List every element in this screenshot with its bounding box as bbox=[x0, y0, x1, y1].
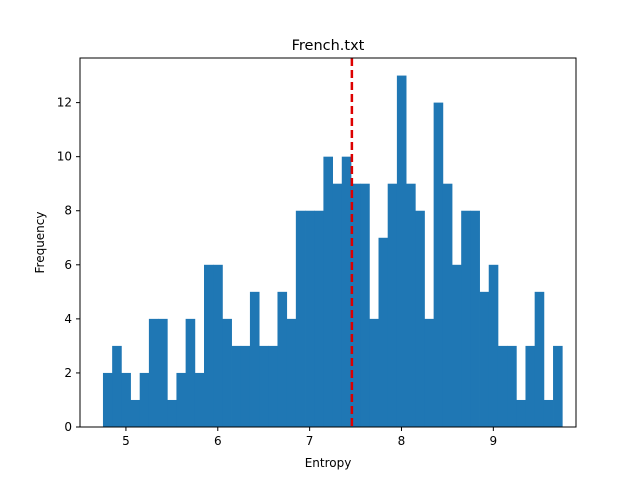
histogram-bar bbox=[479, 291, 490, 427]
x-tick-label: 5 bbox=[122, 434, 130, 448]
x-tick-label: 8 bbox=[398, 434, 406, 448]
histogram-bar bbox=[543, 399, 554, 427]
histogram-bar bbox=[406, 183, 416, 427]
histogram-bar bbox=[213, 264, 223, 427]
histogram-bar bbox=[534, 291, 545, 427]
y-axis-ticks: 0 2 4 6 8 10 12 bbox=[57, 96, 80, 434]
histogram-bar bbox=[295, 210, 306, 427]
histogram-bars bbox=[102, 75, 563, 428]
x-tick-label: 6 bbox=[214, 434, 222, 448]
histogram-bar bbox=[314, 210, 324, 427]
histogram-bar bbox=[323, 156, 333, 428]
y-tick-label: 10 bbox=[57, 150, 72, 164]
histogram-bar bbox=[369, 318, 379, 427]
plot-frame bbox=[79, 57, 577, 428]
histogram-bar bbox=[470, 210, 480, 427]
histogram-bar bbox=[461, 210, 471, 427]
histogram-bar bbox=[516, 399, 526, 427]
histogram-bar bbox=[268, 345, 278, 427]
histogram-bar bbox=[452, 264, 462, 427]
y-tick-label: 8 bbox=[64, 204, 72, 218]
histogram-bar bbox=[102, 372, 113, 427]
histogram-bar bbox=[378, 237, 389, 427]
x-axis-label: Entropy bbox=[305, 456, 352, 470]
histogram-bar bbox=[305, 210, 315, 427]
histogram-bar bbox=[360, 183, 370, 427]
histogram-bar bbox=[139, 372, 150, 427]
y-tick-label: 12 bbox=[57, 96, 72, 110]
histogram-bar bbox=[259, 345, 269, 427]
histogram-bar bbox=[497, 345, 508, 427]
histogram-bar bbox=[525, 345, 536, 427]
x-tick-label: 7 bbox=[306, 434, 314, 448]
histogram-bar bbox=[185, 318, 196, 427]
chart-title: French.txt bbox=[292, 38, 365, 54]
histogram-bar bbox=[194, 372, 205, 427]
histogram-bar bbox=[396, 75, 407, 427]
histogram-bar bbox=[158, 318, 168, 427]
histogram-bar bbox=[387, 183, 398, 427]
y-tick-label: 4 bbox=[64, 312, 72, 326]
histogram-bar bbox=[415, 210, 425, 427]
histogram-bar bbox=[286, 318, 297, 427]
histogram-bar bbox=[442, 183, 453, 427]
histogram-bar bbox=[332, 183, 343, 427]
histogram-bar bbox=[350, 183, 361, 427]
y-tick-label: 2 bbox=[64, 366, 72, 380]
histogram-bar bbox=[121, 372, 131, 427]
x-axis-ticks: 5 6 7 8 9 bbox=[122, 427, 497, 448]
histogram-bar bbox=[148, 318, 159, 427]
y-axis-label: Frequency bbox=[33, 212, 47, 274]
histogram-bar bbox=[222, 318, 232, 427]
y-tick-label: 6 bbox=[64, 258, 72, 272]
histogram-bar bbox=[231, 345, 242, 427]
histogram-bar bbox=[240, 345, 251, 427]
y-tick-label: 0 bbox=[64, 420, 72, 434]
histogram-bar bbox=[277, 291, 288, 427]
histogram-bar bbox=[507, 345, 517, 427]
histogram-bar bbox=[204, 264, 214, 427]
histogram-bar bbox=[167, 399, 177, 427]
histogram-bar bbox=[424, 318, 435, 427]
histogram-bar bbox=[341, 156, 352, 428]
histogram-bar bbox=[488, 264, 499, 427]
histogram-bar bbox=[553, 345, 563, 427]
histogram-bar bbox=[112, 345, 122, 427]
histogram-bar bbox=[176, 372, 187, 427]
histogram-bar bbox=[433, 102, 444, 427]
histogram-bar bbox=[249, 291, 260, 427]
histogram-bar bbox=[130, 399, 141, 427]
x-tick-label: 9 bbox=[490, 434, 498, 448]
